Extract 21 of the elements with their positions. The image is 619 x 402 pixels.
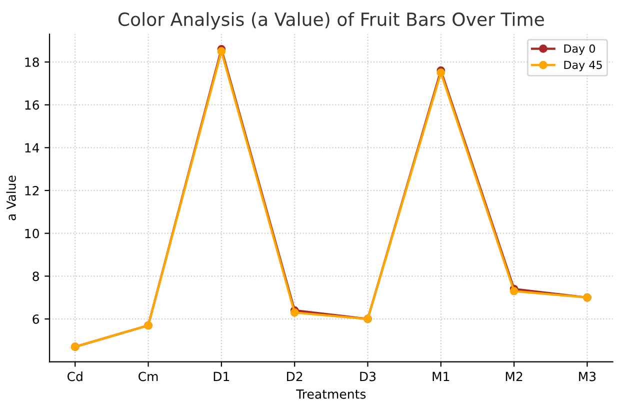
x-tick-label: M1 — [432, 372, 450, 382]
y-tick-label: 8 — [32, 272, 39, 282]
y-tick-label: 18 — [25, 57, 39, 67]
x-tick-label: M2 — [506, 372, 522, 382]
y-tick-label: 16 — [25, 100, 40, 110]
y-axis-title: a Value — [6, 176, 16, 220]
x-tick-label: D1 — [214, 372, 230, 382]
y-tick-label: 14 — [25, 143, 40, 152]
x-tick-label: D2 — [287, 372, 302, 382]
x-tick-label: D3 — [360, 372, 376, 382]
point — [436, 68, 446, 77]
legend-label: Day 45 — [564, 60, 602, 72]
y-tick-label: 10 — [25, 228, 39, 238]
x-axis-title: Treatments — [296, 390, 366, 399]
x-tick-label: Cd — [67, 372, 82, 382]
legend-label: Day 0 — [564, 44, 596, 55]
x-tick-label: M3 — [579, 372, 596, 382]
x-tick-label: Cm — [138, 372, 158, 382]
chart-title: Color Analysis (a Value) of Fruit Bars Over Time — [118, 12, 544, 30]
y-tick-label: 12 — [25, 186, 39, 196]
y-tick-label: 6 — [32, 314, 40, 324]
